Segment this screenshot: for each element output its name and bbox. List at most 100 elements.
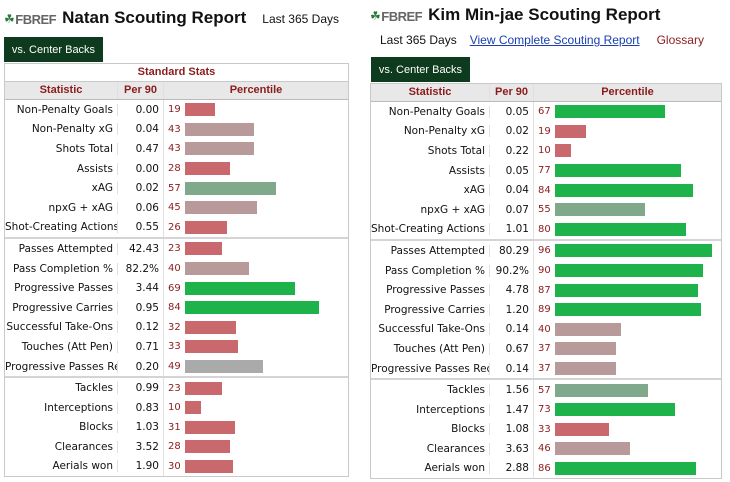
column-header-statistic[interactable]: Statistic [39, 84, 83, 96]
tab-vs-center-backs[interactable]: vs. Center Backs [371, 57, 470, 82]
per90-value: 0.22 [489, 144, 533, 157]
percentile-value: 86 [538, 462, 551, 474]
percentile-cell: 69 [163, 278, 348, 298]
per90-value: 0.06 [117, 201, 163, 214]
percentile-value: 33 [168, 341, 181, 353]
percentile-cell: 86 [533, 458, 721, 479]
stat-name[interactable]: Progressive Passes [14, 282, 113, 295]
column-header-per90[interactable]: Per 90 [489, 84, 533, 101]
table-row: npxG + xAG 0.06 45 [5, 197, 348, 218]
stat-name[interactable]: Progressive Passes [386, 284, 485, 297]
fbref-logo[interactable]: ☘ FBREF [4, 12, 57, 27]
percentile-bar [555, 403, 675, 417]
stat-name[interactable]: Touches (Att Pen) [21, 340, 113, 353]
percentile-value: 26 [168, 221, 181, 233]
stat-name[interactable]: Interceptions [44, 401, 113, 414]
view-complete-report-link[interactable]: View Complete Scouting Report [469, 33, 640, 47]
tab-vs-center-backs[interactable]: vs. Center Backs [4, 37, 103, 62]
stat-name[interactable]: Progressive Carries [12, 301, 113, 314]
percentile-bar [185, 181, 276, 195]
table-row: Passes Attempted 42.43 23 [5, 237, 348, 259]
percentile-cell: 40 [533, 319, 721, 340]
stat-name[interactable]: Pass Completion % [12, 262, 113, 275]
stat-name[interactable]: Progressive Passes Rec [371, 362, 489, 375]
percentile-value: 45 [168, 202, 181, 214]
stat-name[interactable]: Progressive Carries [384, 303, 485, 316]
percentile-bar [185, 103, 215, 117]
table-body: Non-Penalty Goals 0.05 67 Non-Penalty xG 0.0… [371, 102, 721, 479]
table-row: Successful Take-Ons 0.14 40 [371, 319, 721, 340]
percentile-value: 90 [538, 265, 551, 277]
table-row: Progressive Passes Rec 0.20 49 [5, 356, 348, 377]
percentile-cell: 28 [163, 158, 348, 179]
percentile-value: 37 [538, 343, 551, 355]
percentile-value: 57 [168, 182, 181, 194]
per90-value: 0.02 [117, 182, 163, 195]
stat-name[interactable]: npxG + xAG [48, 201, 114, 214]
stat-name[interactable]: Non-Penalty xG [403, 125, 485, 138]
percentile-cell: 26 [163, 217, 348, 238]
stat-name[interactable]: Successful Take-Ons [6, 321, 113, 334]
fbref-logo[interactable]: ☘ FBREF [370, 9, 423, 24]
percentile-bar [185, 262, 249, 276]
stat-name[interactable]: Non-Penalty xG [31, 123, 113, 136]
stat-name[interactable]: Non-Penalty Goals [388, 105, 485, 118]
stat-name[interactable]: Pass Completion % [384, 264, 485, 277]
glossary-link[interactable]: Glossary [656, 33, 704, 47]
stat-name[interactable]: Aerials won [52, 460, 113, 473]
percentile-value: 37 [538, 363, 551, 375]
per90-value: 0.14 [489, 362, 533, 375]
stat-name[interactable]: Shots Total [55, 142, 113, 155]
percentile-bar [185, 381, 222, 395]
column-header-percentile[interactable]: Percentile [533, 84, 721, 101]
kim-header: ☘ FBREF Kim Min-jae Scouting Report [370, 5, 660, 25]
per90-value: 2.88 [489, 462, 533, 475]
percentile-cell: 46 [533, 439, 721, 459]
stat-name[interactable]: Passes Attempted [18, 242, 113, 255]
per90-value: 0.99 [117, 382, 163, 395]
stat-name[interactable]: Interceptions [416, 403, 485, 416]
per90-value: 3.44 [117, 282, 163, 295]
percentile-cell: 77 [533, 160, 721, 181]
percentile-bar [555, 362, 616, 376]
stat-name[interactable]: xAG [463, 184, 485, 197]
per90-value: 0.55 [117, 221, 163, 234]
percentile-cell: 37 [533, 339, 721, 359]
percentile-value: 73 [538, 404, 551, 416]
stat-name[interactable]: Aerials won [424, 462, 485, 475]
column-header-per90[interactable]: Per 90 [117, 82, 163, 99]
percentile-value: 40 [538, 323, 551, 335]
stat-name[interactable]: Blocks [79, 421, 113, 434]
stat-name[interactable]: Successful Take-Ons [378, 323, 485, 336]
stat-name[interactable]: Clearances [54, 440, 113, 453]
stat-name[interactable]: xAG [91, 182, 113, 195]
percentile-value: 10 [538, 145, 551, 157]
stat-name[interactable]: Shot-Creating Actions [5, 221, 117, 234]
stat-name[interactable]: Non-Penalty Goals [16, 103, 113, 116]
stat-name[interactable]: Shots Total [427, 144, 485, 157]
percentile-bar [555, 322, 621, 336]
percentile-cell: 23 [163, 378, 348, 398]
stat-name[interactable]: Passes Attempted [390, 244, 485, 257]
percentile-bar [185, 281, 295, 295]
stat-name[interactable]: Blocks [451, 423, 485, 436]
column-header-percentile[interactable]: Percentile [163, 82, 348, 99]
stat-name[interactable]: Touches (Att Pen) [393, 342, 485, 355]
stat-name[interactable]: Clearances [426, 442, 485, 455]
stat-name[interactable]: Shot-Creating Actions [371, 223, 486, 236]
natan-header: ☘ FBREF Natan Scouting Report Last 365 D… [4, 8, 339, 28]
table-row: xAG 0.02 57 [5, 178, 348, 198]
percentile-cell: 43 [163, 139, 348, 159]
column-header-statistic[interactable]: Statistic [408, 86, 452, 98]
stat-name[interactable]: Tackles [447, 384, 485, 397]
per90-value: 1.01 [489, 223, 533, 236]
stat-name[interactable]: Assists [448, 164, 485, 177]
percentile-value: 43 [168, 143, 181, 155]
stat-name[interactable]: Assists [76, 162, 113, 175]
percentile-cell: 32 [163, 317, 348, 338]
stat-name[interactable]: Progressive Passes Rec [5, 360, 117, 373]
percentile-cell: 55 [533, 199, 721, 220]
stat-name[interactable]: Tackles [75, 382, 113, 395]
stat-name[interactable]: npxG + xAG [420, 203, 486, 216]
percentile-bar [555, 124, 586, 138]
